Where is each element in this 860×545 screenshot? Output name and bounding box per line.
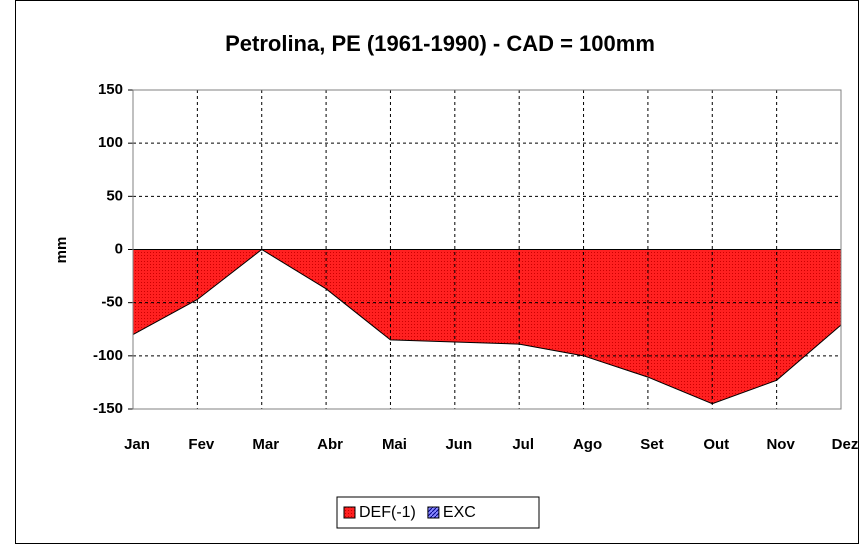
x-tick-label: Fev [188,436,215,453]
x-tick-label: Out [703,436,729,453]
area-line [132,248,842,405]
y-tick-label: 0 [115,240,123,257]
legend-label: EXC [443,504,476,521]
x-tick-label: Nov [766,436,795,453]
y-axis-label: mm [53,237,70,264]
legend-swatch [343,506,356,519]
legend-label: DEF(-1) [359,504,416,521]
x-tick-label: Jul [512,436,534,453]
chart-title: Petrolina, PE (1961-1990) - CAD = 100mm [225,31,655,56]
y-tick-label: -150 [93,400,123,417]
x-tick-label: Abr [317,436,343,453]
x-tick-label: Mai [382,436,407,453]
x-tick-label: Ago [573,436,602,453]
y-tick-label: -100 [93,347,123,364]
plot-border [132,89,842,410]
legend-swatch [427,506,440,519]
x-tick-label: Dez [832,436,859,453]
x-tick-label: Mar [252,436,279,453]
x-tick-label: Jun [445,436,472,453]
y-tick-label: 100 [98,134,123,151]
y-tick-label: 150 [98,81,123,98]
x-tick-label: Set [640,436,663,453]
y-tick-label: 50 [106,187,123,204]
area [133,249,841,404]
x-tick-label: Jan [124,436,150,453]
y-tick-label: -50 [101,294,123,311]
